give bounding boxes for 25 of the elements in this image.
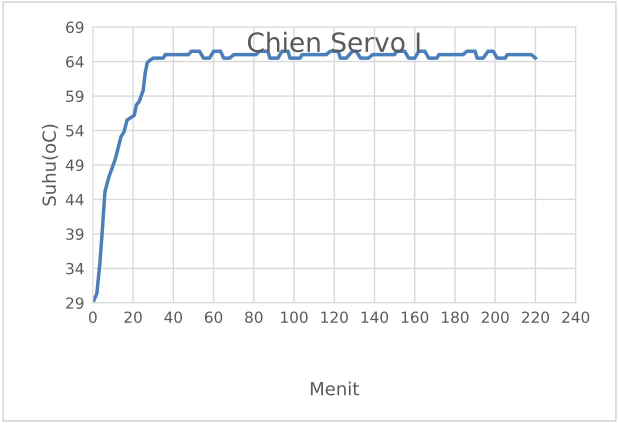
x-tick-label: 120 bbox=[321, 311, 348, 324]
y-tick-label: 29 bbox=[66, 297, 84, 309]
x-tick-label: 240 bbox=[562, 311, 590, 324]
x-tick-label: 160 bbox=[402, 311, 428, 324]
y-axis-title: Suhu(oC) bbox=[42, 124, 58, 206]
y-tick-label: 34 bbox=[66, 262, 84, 274]
x-tick-label: 60 bbox=[204, 311, 222, 324]
y-tick-label: 39 bbox=[66, 228, 84, 240]
y-tick-label: 59 bbox=[66, 90, 84, 102]
x-axis-title: Menit bbox=[310, 382, 359, 396]
x-tick-label: 40 bbox=[164, 311, 182, 324]
x-tick-label: 20 bbox=[124, 311, 142, 324]
x-tick-label: 220 bbox=[522, 311, 549, 324]
y-tick-label: 69 bbox=[66, 22, 84, 34]
y-tick-label: 54 bbox=[66, 125, 84, 137]
x-tick-label: 180 bbox=[442, 311, 469, 324]
x-tick-label: 100 bbox=[281, 311, 308, 324]
chart-title: Chien Servo I bbox=[248, 32, 420, 52]
y-tick-label: 49 bbox=[66, 159, 84, 171]
y-tick-label: 64 bbox=[66, 56, 84, 68]
x-tick-label: 200 bbox=[482, 311, 509, 324]
x-tick-label: 140 bbox=[362, 311, 388, 324]
x-tick-label: 0 bbox=[88, 311, 97, 324]
x-tick-label: 80 bbox=[245, 311, 262, 324]
y-tick-label: 44 bbox=[66, 194, 84, 206]
